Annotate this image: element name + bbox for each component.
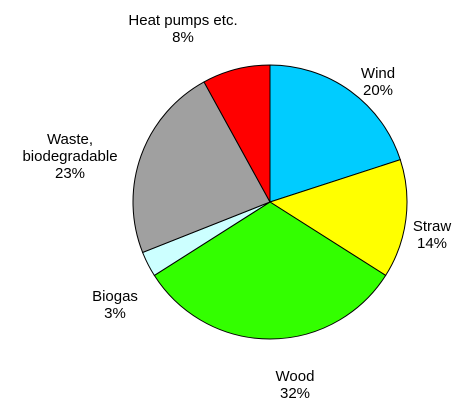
pie-slice xyxy=(203,64,271,203)
pie-slice xyxy=(268,159,408,277)
category-label: Biogas xyxy=(92,288,138,305)
category-label: Heat pumps etc. xyxy=(128,12,238,29)
category-label: Wind xyxy=(360,65,396,82)
slice-label: Wind 20% xyxy=(338,65,418,99)
value-label: 32% xyxy=(279,385,311,402)
pie-slice xyxy=(153,201,387,340)
value-label: 3% xyxy=(104,305,126,322)
pie-slice xyxy=(132,81,271,254)
slice-label: Biogas 3% xyxy=(80,288,150,322)
category-label: Straw xyxy=(412,218,452,235)
value-label: 23% xyxy=(54,165,86,182)
slice-label: Straw 14% xyxy=(400,218,464,252)
value-label: 14% xyxy=(416,235,448,252)
slice-label: Wood 32% xyxy=(240,368,350,402)
pie-slice xyxy=(269,64,401,203)
value-label: 8% xyxy=(172,29,194,46)
category-label: Waste, biodegradable xyxy=(22,131,118,165)
slice-label: Heat pumps etc. 8% xyxy=(128,12,238,46)
value-label: 20% xyxy=(362,82,394,99)
slice-label: Waste, biodegradable 23% xyxy=(0,131,140,182)
category-label: Wood xyxy=(275,368,315,385)
